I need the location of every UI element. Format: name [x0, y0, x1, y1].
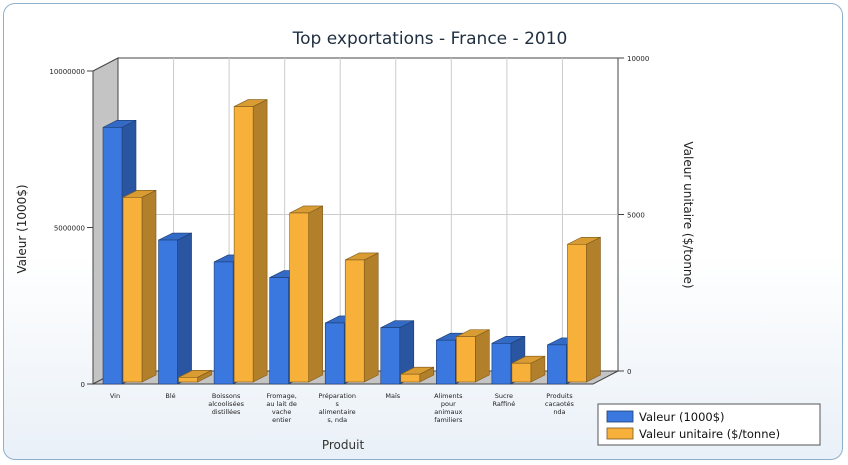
legend-label: Valeur (1000$)	[639, 410, 725, 424]
bar	[158, 232, 192, 385]
x-axis-title: Produit	[322, 438, 365, 452]
legend: Valeur (1000$) Valeur unitaire ($/tonne)	[597, 403, 821, 446]
bar-front	[344, 259, 365, 383]
y-axis-tick-label: 5000000	[54, 225, 85, 233]
bar-front	[400, 373, 421, 383]
x-tick-label: Fromage, au lait de vache entier	[266, 392, 297, 424]
legend-swatch	[606, 427, 634, 440]
bar-side	[586, 236, 601, 383]
bar-front	[456, 336, 476, 383]
y-axis-tick-label: 0	[81, 381, 85, 389]
bar-front	[233, 106, 254, 383]
legend-label: Valeur unitaire ($/tonne)	[639, 427, 780, 441]
bar-side	[252, 99, 268, 383]
bar-front	[547, 344, 567, 385]
bar-front	[324, 322, 345, 385]
x-tick-label: Maïs	[385, 392, 400, 400]
bar	[122, 189, 157, 383]
bar	[344, 252, 379, 383]
x-tick-label: Aliments pour animaux familiers	[434, 392, 463, 424]
bar-front	[567, 243, 587, 383]
bar-front	[269, 277, 289, 385]
y2-axis-tick-label: 0	[627, 368, 631, 376]
bar-front	[178, 377, 198, 383]
bar-front	[511, 362, 532, 383]
y2-axis-title: Valeur unitaire ($/tonne)	[681, 141, 695, 288]
y-axis-tick-label: 10000000	[49, 68, 85, 76]
bar	[289, 205, 323, 383]
bar	[456, 329, 490, 383]
bar-side	[177, 232, 192, 385]
x-tick-label: Produits cacaotés nda	[545, 392, 575, 416]
bar	[178, 369, 212, 383]
bar-front	[213, 261, 234, 385]
bar-front	[491, 343, 512, 385]
x-tick-label: Vin	[110, 392, 120, 400]
x-tick-label: Blé	[165, 392, 175, 400]
y2-axis-tick-label: 10000	[627, 55, 649, 63]
bar-front	[102, 127, 123, 385]
x-tick-label: Préparation s alimentaire s, nda	[318, 392, 356, 424]
legend-box	[597, 403, 821, 446]
bar	[511, 355, 546, 383]
x-tick-label: Sucre Raffiné	[493, 392, 516, 408]
bar-front	[436, 339, 456, 385]
bar-side	[363, 252, 379, 383]
bar	[233, 99, 268, 383]
y2-axis-tick-label: 5000	[627, 212, 645, 220]
bar-side	[308, 205, 323, 383]
bar-side	[475, 329, 490, 383]
bar	[567, 236, 601, 383]
bar-front	[158, 239, 178, 385]
bar	[380, 320, 415, 385]
legend-swatch	[606, 410, 634, 423]
bar	[400, 366, 435, 383]
bar-front	[380, 327, 401, 385]
y-axis-title: Valeur (1000$)	[15, 184, 29, 273]
x-tick-label: Boissons alcoolisées distillées	[208, 392, 244, 416]
bar-front	[289, 212, 309, 383]
bar-front	[122, 197, 143, 383]
chart-title: Top exportations - France - 2010	[292, 29, 568, 49]
bar-side	[141, 189, 157, 383]
